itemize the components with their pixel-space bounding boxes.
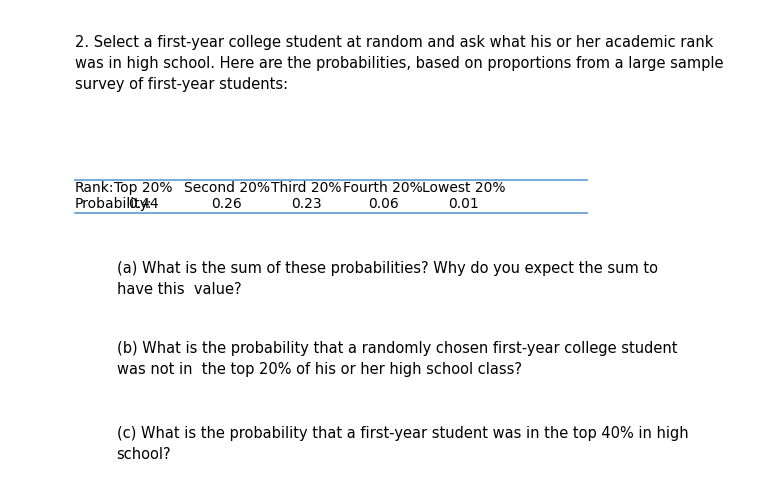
Text: Probability:: Probability: (75, 197, 152, 211)
Text: (c) What is the probability that a first-year student was in the top 40% in high: (c) What is the probability that a first… (117, 426, 689, 462)
Text: 0.01: 0.01 (448, 197, 478, 211)
Text: Fourth 20%: Fourth 20% (344, 181, 423, 195)
Text: Top 20%: Top 20% (114, 181, 173, 195)
Text: (b) What is the probability that a randomly chosen first-year college student
wa: (b) What is the probability that a rando… (117, 341, 677, 377)
Text: 0.06: 0.06 (368, 197, 399, 211)
Text: 0.44: 0.44 (128, 197, 159, 211)
Text: Third 20%: Third 20% (271, 181, 342, 195)
Text: 2. Select a first-year college student at random and ask what his or her academi: 2. Select a first-year college student a… (75, 35, 723, 92)
Text: 0.26: 0.26 (211, 197, 242, 211)
Text: Lowest 20%: Lowest 20% (421, 181, 505, 195)
Text: Rank:: Rank: (75, 181, 115, 195)
Text: (a) What is the sum of these probabilities? Why do you expect the sum to
have th: (a) What is the sum of these probabiliti… (117, 261, 657, 297)
Text: 0.23: 0.23 (291, 197, 322, 211)
Text: Second 20%: Second 20% (184, 181, 270, 195)
